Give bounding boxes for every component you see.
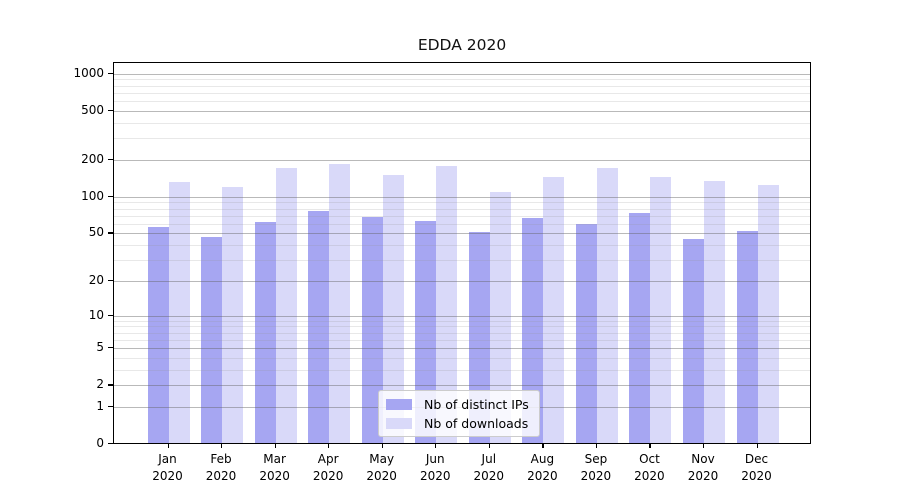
bar-nov-distinct-ips — [683, 239, 704, 443]
x-tick-jul — [488, 444, 490, 448]
bar-aug-downloads — [543, 176, 565, 443]
bar-apr-distinct-ips — [308, 211, 330, 443]
x-tick-label-sep: Sep 2020 — [580, 452, 612, 483]
y-tick-label-1000: 1000 — [73, 65, 104, 80]
bar-dec-downloads — [757, 184, 779, 443]
y-tick-label-2: 2 — [96, 377, 104, 392]
bar-may-distinct-ips — [361, 216, 383, 443]
y-tick-50 — [108, 232, 113, 234]
legend: Nb of distinct IPs Nb of downloads — [378, 390, 540, 437]
legend-label-downloads: Nb of downloads — [424, 415, 529, 431]
bar-jun-downloads — [436, 166, 458, 443]
y-tick-label-1: 1 — [96, 399, 104, 414]
legend-item-distinct-ips: Nb of distinct IPs — [386, 396, 529, 412]
x-tick-nov — [703, 444, 705, 448]
x-tick-label-mar: Mar 2020 — [259, 452, 290, 483]
x-tick-label-nov: Nov 2020 — [687, 452, 719, 483]
bar-jan-distinct-ips — [147, 227, 169, 443]
x-tick-label-jul: Jul 2020 — [473, 452, 505, 483]
bar-mar-distinct-ips — [254, 221, 276, 443]
bar-nov-downloads — [704, 180, 725, 443]
y-tick-20 — [108, 279, 113, 282]
x-tick-jun — [435, 444, 437, 448]
y-tick-label-200: 200 — [81, 151, 104, 166]
bar-sep-distinct-ips — [575, 224, 597, 443]
bar-jan-downloads — [168, 182, 190, 443]
x-tick-label-dec: Dec 2020 — [741, 452, 772, 483]
plot-area — [113, 62, 811, 444]
x-tick-label-oct: Oct 2020 — [634, 452, 665, 483]
y-tick-label-20: 20 — [88, 272, 104, 287]
x-tick-jan — [167, 444, 169, 448]
bar-oct-distinct-ips — [629, 212, 651, 443]
legend-item-downloads: Nb of downloads — [386, 415, 529, 431]
bar-aug-distinct-ips — [522, 217, 544, 443]
y-tick-label-0: 0 — [96, 436, 104, 451]
y-tick-200 — [108, 158, 113, 160]
legend-swatch-downloads — [386, 417, 412, 429]
x-tick-label-apr: Apr 2020 — [312, 452, 344, 483]
y-tick-500 — [108, 109, 113, 111]
x-tick-oct — [649, 444, 651, 448]
x-tick-dec — [756, 444, 758, 448]
bar-apr-downloads — [329, 164, 351, 443]
y-tick-5 — [108, 347, 113, 349]
legend-label-distinct-ips: Nb of distinct IPs — [424, 396, 529, 412]
x-tick-label-jan: Jan 2020 — [152, 452, 183, 483]
legend-swatch-distinct-ips — [386, 398, 412, 410]
y-tick-10 — [108, 314, 113, 316]
bar-feb-distinct-ips — [201, 236, 223, 443]
bar-feb-downloads — [222, 187, 244, 443]
y-tick-100 — [108, 195, 113, 197]
y-tick-1 — [108, 406, 113, 408]
y-tick-label-5: 5 — [96, 340, 104, 355]
x-tick-aug — [542, 444, 544, 448]
y-tick-2 — [108, 384, 113, 386]
x-tick-apr — [328, 444, 330, 448]
y-tick-1000 — [108, 72, 113, 74]
y-tick-label-100: 100 — [81, 188, 104, 203]
x-tick-feb — [221, 444, 223, 448]
bars-layer — [114, 63, 810, 443]
x-tick-label-feb: Feb 2020 — [205, 452, 237, 483]
x-tick-label-may: May 2020 — [366, 452, 397, 483]
x-tick-label-aug: Aug 2020 — [527, 452, 558, 483]
y-tick-label-500: 500 — [81, 102, 104, 117]
y-tick-label-10: 10 — [88, 307, 104, 322]
x-tick-sep — [595, 444, 598, 448]
bar-mar-downloads — [275, 167, 297, 443]
x-tick-may — [381, 444, 383, 448]
x-tick-mar — [274, 444, 276, 448]
y-tick-label-50: 50 — [88, 225, 104, 240]
bar-may-downloads — [382, 174, 404, 443]
x-tick-label-jun: Jun 2020 — [419, 452, 451, 483]
bar-dec-distinct-ips — [736, 231, 758, 443]
bar-jul-downloads — [489, 191, 511, 443]
bar-jun-distinct-ips — [415, 220, 437, 443]
bar-sep-downloads — [596, 168, 618, 443]
y-tick-0 — [108, 443, 113, 445]
chart-title: EDDA 2020 — [417, 36, 507, 54]
bar-oct-downloads — [650, 176, 672, 443]
